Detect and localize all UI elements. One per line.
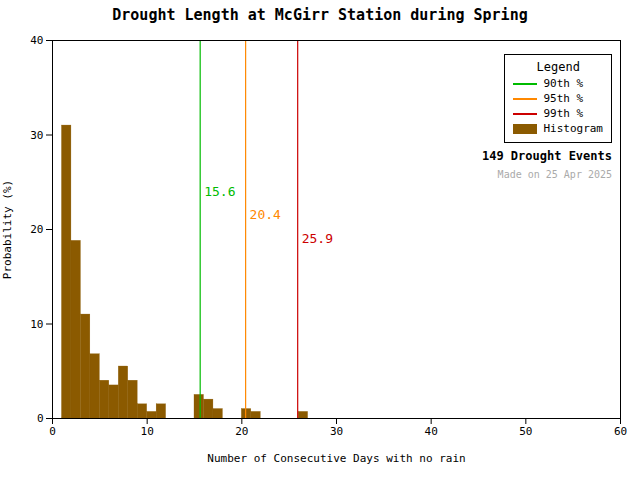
html-text:Histogram: Histogram <box>543 122 603 135</box>
svg-text:60: 60 <box>614 425 627 438</box>
svg-text:Number of Consecutive Days wit: Number of Consecutive Days with no rain <box>207 452 465 465</box>
html-text:149 Drought Events: 149 Drought Events <box>482 149 612 163</box>
svg-text:20.4: 20.4 <box>250 207 281 222</box>
html-text:Legend: Legend <box>536 60 580 74</box>
svg-text:0: 0 <box>49 425 56 438</box>
html-text:90th %: 90th % <box>543 77 584 90</box>
html-text:95th %: 95th % <box>543 92 584 105</box>
svg-text:25.9: 25.9 <box>302 231 333 246</box>
svg-text:20: 20 <box>235 425 248 438</box>
svg-text:40: 40 <box>425 425 438 438</box>
svg-text:0: 0 <box>37 412 44 425</box>
svg-text:30: 30 <box>30 129 43 142</box>
html-text:99th %: 99th % <box>543 107 584 120</box>
svg-text:50: 50 <box>519 425 532 438</box>
svg-text:10: 10 <box>141 425 154 438</box>
svg-text:15.6: 15.6 <box>204 184 235 199</box>
html-text:Made on 25 Apr 2025: Made on 25 Apr 2025 <box>497 169 612 180</box>
svg-text:40: 40 <box>30 34 43 47</box>
svg-text:10: 10 <box>30 318 43 331</box>
svg-text:30: 30 <box>330 425 343 438</box>
html-text:Drought Length at McGirr Stati: Drought Length at McGirr Station during … <box>112 6 528 24</box>
svg-text:Probability (%): Probability (%) <box>1 180 14 279</box>
svg-text:20: 20 <box>30 223 43 236</box>
